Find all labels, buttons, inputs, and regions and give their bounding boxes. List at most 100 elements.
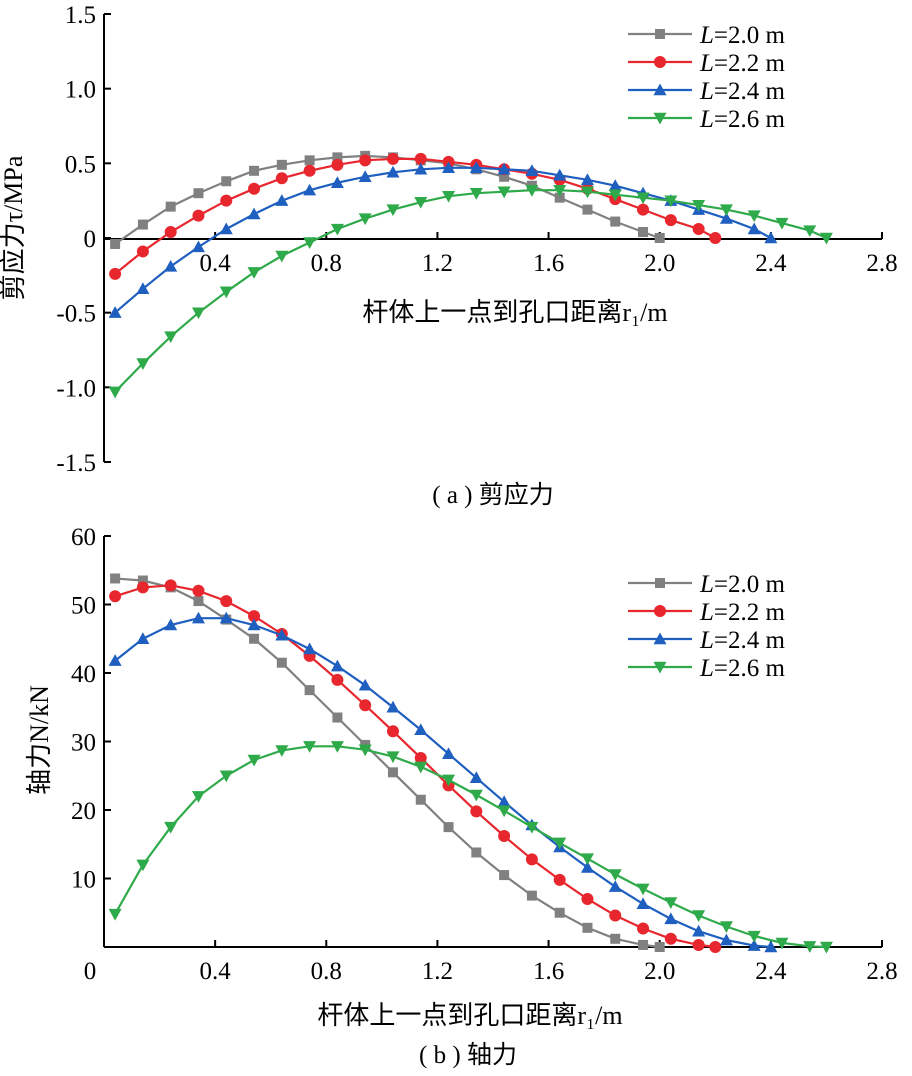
data-point <box>109 590 122 603</box>
data-point <box>276 657 287 668</box>
data-point <box>747 930 761 943</box>
data-point <box>664 912 678 925</box>
chart-a-ylabel: 剪应力τ/MPa <box>0 155 28 300</box>
data-point <box>709 941 722 953</box>
data-point <box>553 837 567 850</box>
data-point <box>553 873 566 886</box>
x-tick-label: 2.4 <box>755 958 787 985</box>
data-point <box>610 216 621 227</box>
data-point <box>497 186 511 199</box>
chart-b-caption: ( b ) 轴力 <box>419 1041 517 1069</box>
legend-marker <box>653 661 667 674</box>
data-point <box>164 226 177 239</box>
data-point <box>109 267 122 280</box>
x-tick-label: 1.6 <box>533 958 564 985</box>
data-point <box>358 744 372 757</box>
data-point <box>219 286 233 299</box>
data-point <box>747 210 761 223</box>
chart-b-ticks: 60 50 40 30 20 10 0 0.4 0.8 1.2 1.6 2.0 2.4 2.8 <box>71 524 898 985</box>
data-point <box>637 922 650 935</box>
data-point <box>692 924 706 937</box>
data-point <box>719 933 733 946</box>
series-line <box>114 166 772 314</box>
data-point <box>275 250 289 263</box>
data-point <box>803 225 817 238</box>
data-point <box>108 306 122 318</box>
data-point <box>219 222 233 235</box>
data-point <box>247 267 261 279</box>
y-tick-label: -1.0 <box>56 375 96 402</box>
data-point <box>386 165 400 178</box>
data-point <box>580 861 594 873</box>
x-tick-label: 1.2 <box>422 958 453 985</box>
data-point <box>303 164 316 177</box>
y-tick-label: 10 <box>71 867 96 894</box>
data-point <box>470 805 483 818</box>
data-point <box>775 217 789 230</box>
x-tick-label: 0 <box>84 958 97 985</box>
x-tick-label: 0.8 <box>311 958 342 985</box>
data-point <box>803 941 817 953</box>
legend-marker <box>654 605 666 617</box>
y-tick-label: -0.5 <box>56 301 96 328</box>
data-point <box>554 192 565 203</box>
data-point <box>581 893 594 906</box>
data-point <box>692 199 706 212</box>
data-point <box>303 183 317 196</box>
data-point <box>608 179 622 191</box>
data-point <box>582 204 593 215</box>
data-point <box>638 227 649 238</box>
data-point <box>303 237 317 249</box>
data-point <box>497 795 511 807</box>
data-point <box>164 331 178 344</box>
data-point <box>469 771 483 784</box>
x-tick-label: 0.4 <box>200 958 232 985</box>
x-tick-label: 0.4 <box>200 250 232 277</box>
legend-marker <box>653 83 667 96</box>
data-point <box>331 158 344 171</box>
data-point <box>654 233 665 243</box>
data-point <box>582 922 593 933</box>
data-point <box>664 195 678 208</box>
data-point <box>414 162 428 175</box>
data-point <box>638 939 649 950</box>
data-point <box>191 240 205 253</box>
data-point <box>192 584 205 597</box>
data-point <box>498 830 511 843</box>
data-point <box>304 685 315 696</box>
y-tick-label: 1.0 <box>65 77 96 104</box>
data-point <box>442 190 456 203</box>
data-point <box>386 700 400 713</box>
data-point <box>525 853 538 866</box>
data-point <box>191 307 205 320</box>
data-point <box>110 238 121 249</box>
data-point <box>764 231 778 244</box>
data-point <box>664 932 677 945</box>
y-tick-label: 40 <box>71 661 96 688</box>
data-point <box>247 618 261 631</box>
data-point <box>554 907 565 918</box>
y-tick-label: 0 <box>84 226 97 253</box>
data-point <box>330 659 344 672</box>
data-point <box>386 751 400 764</box>
data-point <box>636 192 650 205</box>
data-point <box>553 185 567 197</box>
legend-marker <box>655 29 665 39</box>
data-point <box>414 152 427 165</box>
data-point <box>386 725 399 738</box>
data-point <box>330 176 344 188</box>
chart-b-axial-force: 60 50 40 30 20 10 0 0.4 0.8 1.2 1.6 2.0 2.4 2.8 L=2.0… <box>25 524 898 1069</box>
data-point <box>330 741 344 753</box>
data-point <box>442 747 456 760</box>
data-point <box>191 791 205 803</box>
data-point <box>137 219 148 230</box>
data-point <box>191 611 205 624</box>
y-tick-label: 20 <box>71 798 96 825</box>
data-point <box>610 933 621 944</box>
data-point <box>499 870 510 881</box>
data-point <box>469 188 483 200</box>
data-point <box>709 232 722 244</box>
legend-marker <box>654 56 666 68</box>
data-point <box>819 232 833 245</box>
data-point <box>276 159 287 170</box>
